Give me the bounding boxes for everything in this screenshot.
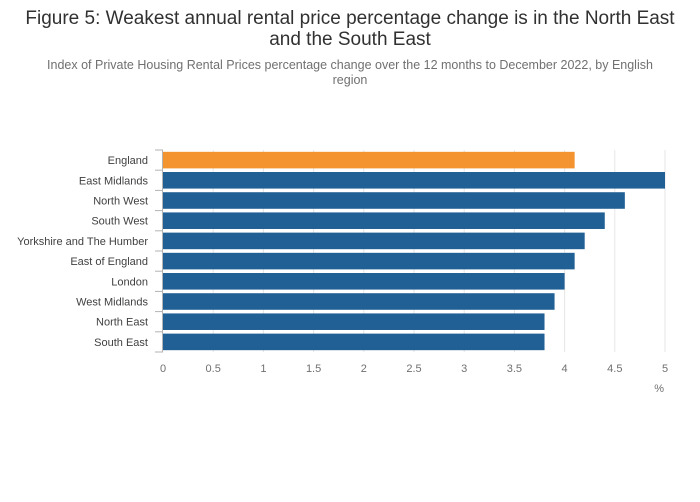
x-tick-label: 0.5 <box>206 363 221 375</box>
x-tick-label: 2 <box>361 363 367 375</box>
y-category-label: London <box>111 276 148 288</box>
bar <box>163 252 575 270</box>
chart-subtitle: Index of Private Housing Rental Prices p… <box>47 58 653 87</box>
y-category-label: North East <box>96 317 148 329</box>
y-category-label: Yorkshire and The Humber <box>17 236 148 248</box>
bar-highlight <box>163 151 575 169</box>
x-tick-label: 4 <box>562 363 568 375</box>
bar <box>163 212 605 229</box>
x-tick-label: 4.5 <box>607 363 622 375</box>
x-tick-label: 0 <box>160 363 166 375</box>
axes: 0 0.5 1 1.5 2 2.5 3 3.5 4 4.5 5 England East Midland… <box>17 149 668 375</box>
bar <box>163 273 565 290</box>
bar <box>163 192 625 209</box>
x-tick-label: 5 <box>662 363 668 375</box>
y-category-label: South East <box>94 337 148 349</box>
y-category-label: East Midlands <box>79 175 149 187</box>
y-category-label: East of England <box>70 256 148 268</box>
x-tick-label: 1 <box>260 363 266 375</box>
y-category-label: West Midlands <box>76 297 148 309</box>
bar <box>163 333 545 351</box>
bars <box>163 151 665 351</box>
bar <box>163 293 555 310</box>
y-category-label: South West <box>91 216 148 228</box>
x-axis-unit-label: % <box>654 383 664 395</box>
x-tick-label: 3.5 <box>507 363 522 375</box>
y-category-label: North West <box>93 196 148 208</box>
y-category-label: England <box>108 155 148 167</box>
bar <box>163 232 585 250</box>
x-tick-label: 3 <box>461 363 467 375</box>
bar <box>163 172 665 189</box>
chart-title: Figure 5: Weakest annual rental price pe… <box>25 8 675 50</box>
x-tick-label: 1.5 <box>306 363 321 375</box>
x-tick-label: 2.5 <box>406 363 421 375</box>
bar <box>163 313 545 330</box>
